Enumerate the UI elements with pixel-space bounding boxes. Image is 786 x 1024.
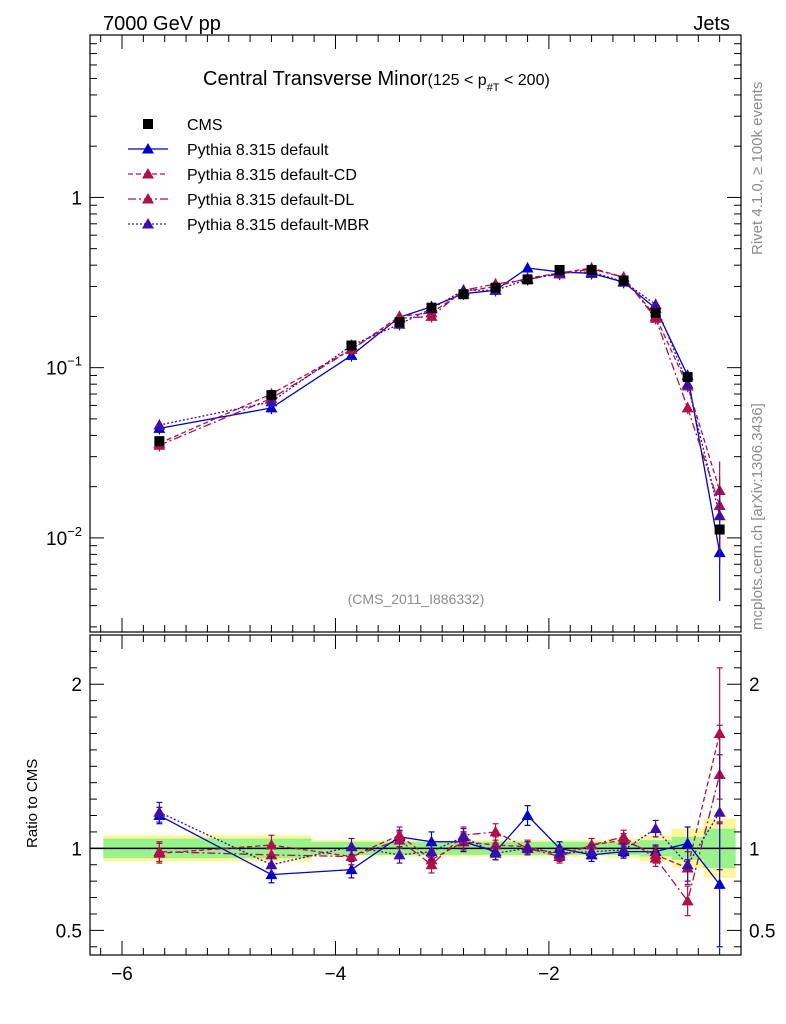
ratio-point	[617, 830, 630, 842]
data-point	[554, 264, 565, 275]
main-plot: 10−2 10−1 1	[46, 34, 742, 633]
legend-label-cms: CMS	[187, 117, 223, 134]
ratio-point	[265, 858, 278, 870]
data-point	[266, 390, 277, 401]
ratio-point	[681, 837, 694, 848]
data-point	[522, 274, 533, 285]
ratio-point	[585, 845, 598, 857]
legend-label-2: Pythia 8.315 default-DL	[187, 192, 354, 209]
ratio-y-tick-label-right: 2	[749, 675, 760, 696]
ratio-point	[649, 822, 662, 834]
ratio-point	[713, 878, 726, 889]
legend-marker-0	[142, 143, 154, 154]
ratio-point	[681, 894, 694, 906]
series-line-1	[159, 267, 721, 491]
header-right: Jets	[693, 13, 730, 35]
series-line-0	[159, 267, 721, 553]
y-tick-label: 10−2	[46, 524, 82, 550]
main-plot-frame	[89, 34, 742, 633]
ratio-plot: −6 −4 −2 0.5 0.5 1 1 2 2	[56, 634, 775, 985]
x-tick-label: −2	[538, 964, 560, 985]
ratio-point	[265, 839, 278, 850]
analysis-label: (CMS_2011_I886332)	[348, 591, 485, 607]
ratio-point	[153, 845, 166, 857]
legend-marker-2	[142, 193, 154, 204]
data-point	[714, 524, 725, 535]
series-point	[521, 262, 534, 273]
ratio-y-tick-label: 2	[71, 675, 82, 696]
legend-label-1: Pythia 8.315 default-CD	[187, 167, 357, 184]
ratio-y-tick-label: 1	[71, 839, 82, 860]
ratio-point	[425, 858, 438, 870]
series-point	[681, 401, 694, 413]
ratio-y-tick-label-right: 1	[749, 839, 760, 860]
ratio-point	[393, 834, 406, 845]
data-point	[458, 289, 469, 300]
ratio-plot-frame	[89, 634, 742, 956]
ratio-point	[153, 806, 166, 817]
x-tick-label: −4	[325, 964, 347, 985]
side-label-rivet: Rivet 4.1.0, ≥ 100k events	[749, 82, 766, 255]
series-point	[681, 378, 694, 389]
ratio-point	[345, 863, 358, 875]
series-line-3	[159, 271, 721, 516]
ratio-point	[553, 847, 566, 858]
ratio-ylabel: Ratio to CMS	[24, 759, 41, 848]
ratio-line-3	[159, 811, 721, 866]
ratio-point	[713, 806, 726, 817]
ratio-point	[425, 845, 438, 857]
ratio-point	[649, 852, 662, 863]
data-point	[650, 307, 661, 318]
ratio-line-1	[159, 733, 721, 869]
legend-marker-cms	[143, 119, 153, 129]
legend-label-3: Pythia 8.315 default-MBR	[187, 217, 369, 234]
ratio-point	[457, 830, 470, 842]
ratio-line-0	[159, 814, 721, 885]
ratio-point	[585, 839, 598, 850]
ratio-point	[489, 825, 502, 837]
ratio-point	[393, 848, 406, 860]
ratio-point	[345, 850, 358, 862]
ratio-y-tick-label: 0.5	[56, 921, 82, 942]
chart-title: Central Transverse Minor(125 < p#T < 200…	[203, 68, 550, 94]
ratio-point	[681, 858, 694, 870]
ratio-point	[265, 868, 278, 880]
ratio-y-tick-label-right: 0.5	[749, 921, 775, 942]
series-point	[649, 298, 662, 309]
series-point	[713, 509, 726, 521]
data-point	[346, 340, 357, 351]
series-line-2	[159, 268, 721, 506]
side-label-mcplots: mcplots.cern.ch [arXiv:1306.3436]	[749, 403, 766, 630]
ratio-point	[521, 809, 534, 821]
ratio-point	[345, 840, 358, 852]
data-point	[586, 264, 597, 275]
legend: CMS Pythia 8.315 default Pythia 8.315 defa…	[128, 117, 369, 234]
data-point	[154, 436, 165, 447]
series-point	[153, 419, 166, 430]
y-tick-label: 10−1	[46, 354, 82, 380]
x-tick-label: −6	[111, 964, 133, 985]
header-left: 7000 GeV pp	[103, 13, 221, 35]
legend-marker-3	[142, 218, 154, 229]
legend-label-0: Pythia 8.315 default	[187, 142, 329, 159]
data-point	[426, 302, 437, 313]
y-tick-label: 1	[71, 188, 82, 209]
ratio-point	[489, 847, 502, 858]
ratio-point	[521, 842, 534, 853]
data-point	[618, 275, 629, 286]
ratio-point	[617, 843, 630, 855]
series-point	[265, 395, 278, 407]
legend-marker-1	[142, 168, 154, 179]
data-point	[682, 372, 693, 383]
data-point	[394, 317, 405, 328]
data-point	[490, 282, 501, 293]
series-point	[425, 310, 438, 321]
